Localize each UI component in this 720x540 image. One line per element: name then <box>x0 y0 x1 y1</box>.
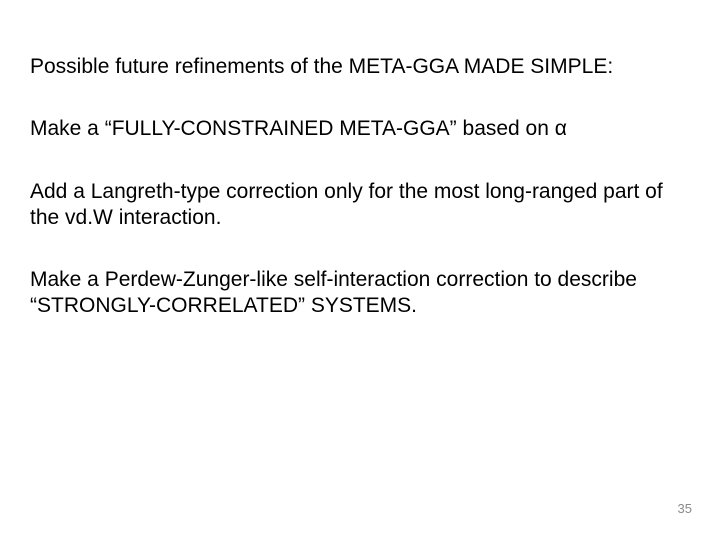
paragraph-4: Make a Perdew-Zunger-like self-interacti… <box>30 267 690 320</box>
paragraph-3: Add a Langreth-type correction only for … <box>30 179 690 232</box>
paragraph-2: Make a “FULLY-CONSTRAINED META-GGA” base… <box>30 116 690 142</box>
page-number: 35 <box>678 501 692 516</box>
slide: Possible future refinements of the META-… <box>0 0 720 540</box>
paragraph-1: Possible future refinements of the META-… <box>30 54 690 80</box>
